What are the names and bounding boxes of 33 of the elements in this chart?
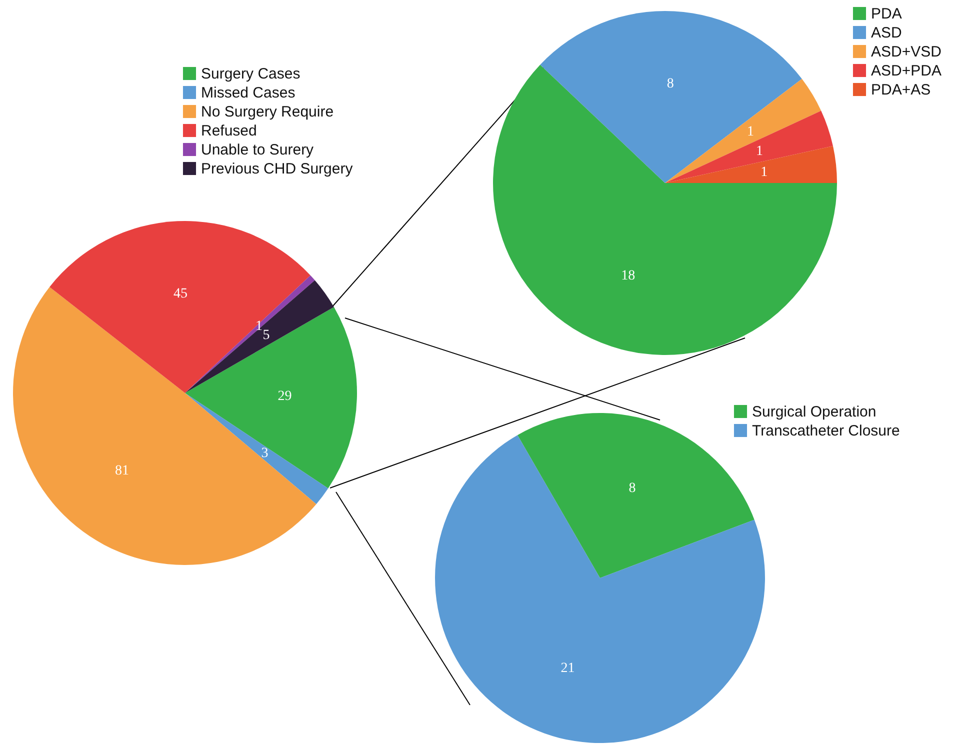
pie-slice [493,64,837,355]
pie-slice [665,110,833,183]
legend-label: ASD+VSD [871,44,942,60]
pie-slice [665,146,837,183]
legend-label: Surgery Cases [201,66,300,82]
legend-label: ASD [871,24,902,42]
legend-label: Transcatheter Closure [752,422,900,440]
legend-label: Previous CHD Surgery [201,160,354,178]
data-label: 3 [261,446,268,461]
data-label: 1 [746,124,754,140]
legend-label: Surgical Operation [752,404,876,420]
pie-slice [540,11,802,183]
legend-label: ASD+PDA [871,62,942,80]
data-label: 8 [666,76,674,92]
pie-slice [665,78,822,183]
pie-slice [435,435,765,743]
data-label: 81 [115,463,130,478]
data-label: 18 [621,268,636,284]
legend-label: No Surgery Require [201,104,334,120]
data-label: 45 [174,286,188,302]
legend-label: PDA+AS [871,82,931,98]
data-label: 21 [560,661,575,676]
legend-label: PDA [871,6,902,22]
legend-label: Unable to Surery [201,142,314,158]
pie-slice [13,286,316,565]
pie-slice [185,307,357,488]
data-label: 1 [760,165,768,180]
data-label: 5 [262,328,270,344]
legend-label: Refused [201,122,257,140]
legend-label: Missed Cases [201,84,296,102]
data-label: 8 [628,480,636,496]
data-label: 1 [756,144,764,160]
data-label: 29 [278,389,292,404]
